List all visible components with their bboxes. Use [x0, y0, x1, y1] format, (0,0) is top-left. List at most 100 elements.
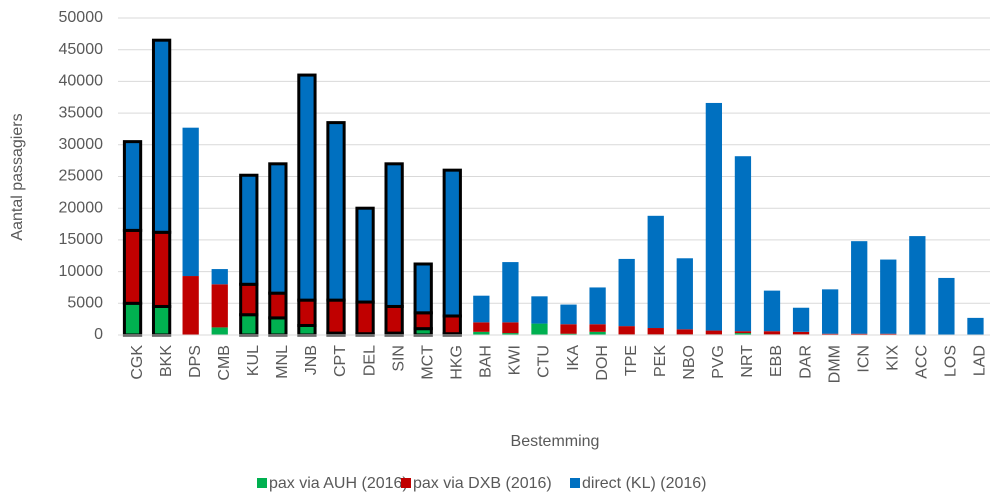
bar-segment [122, 140, 143, 232]
bar-segment [182, 276, 199, 335]
bar-segment [821, 333, 839, 335]
bar-segment [618, 258, 635, 327]
bar-segment [734, 333, 752, 335]
bar-segment [792, 307, 810, 332]
x-tick-label: CGK [129, 345, 146, 380]
bar-segment [268, 291, 288, 320]
bar-segment [239, 282, 259, 317]
bar-segment [384, 304, 404, 335]
bar-segment [355, 300, 375, 336]
bar-segment [763, 331, 781, 335]
bar-segment [880, 259, 897, 334]
bar-segment [531, 323, 548, 335]
bar-segment [297, 73, 317, 302]
bar-segment [763, 290, 781, 332]
x-tick-label: HKG [448, 345, 465, 380]
y-axis-title: Aantal passagiers [9, 113, 26, 240]
bar-segment [705, 330, 723, 335]
bar-segment [560, 324, 577, 334]
bar-segment [211, 269, 228, 285]
bar-segment [384, 162, 404, 308]
bar-segment [589, 331, 606, 335]
bar-segment [211, 327, 228, 335]
y-tick-label: 5000 [67, 295, 103, 312]
bar-segment [326, 121, 346, 302]
bar-segment [647, 328, 664, 335]
x-tick-label: LOS [943, 345, 960, 377]
bar-segment [502, 322, 519, 334]
bar-segment [967, 317, 984, 335]
bar-segment [211, 284, 228, 328]
bar-segment [851, 241, 868, 334]
y-tick-label: 0 [94, 326, 103, 343]
x-axis-title: Bestemming [511, 433, 600, 450]
legend-label: direct (KL) (2016) [582, 475, 707, 492]
bar-segment [618, 326, 635, 335]
y-tick-label: 45000 [59, 41, 104, 58]
x-tick-label: CMB [216, 345, 233, 381]
bar-segment [413, 262, 433, 315]
x-tick-label: CTU [536, 345, 553, 378]
x-tick-label: JNB [303, 345, 320, 375]
x-tick-label: DEL [361, 345, 378, 376]
bar-segment [647, 215, 664, 329]
x-tick-label: ACC [914, 345, 931, 379]
y-tick-label: 15000 [59, 231, 104, 248]
x-tick-label: KUL [245, 345, 262, 376]
bar-segment [297, 298, 317, 327]
bar-segment [268, 162, 288, 295]
bar-segment [531, 296, 548, 324]
bar-segment [355, 206, 375, 304]
bar-segment [821, 289, 839, 334]
bar-segment [442, 168, 462, 318]
x-tick-label: BAH [478, 345, 495, 378]
bar-segment [676, 258, 693, 330]
x-tick-label: CPT [332, 345, 349, 377]
x-tick-label: DPS [187, 345, 204, 378]
bar-segment [792, 331, 810, 335]
bar-segment [413, 311, 433, 331]
bar-segment [589, 287, 606, 325]
bar-segment [239, 173, 259, 286]
y-tick-label: 50000 [59, 9, 104, 26]
bar-segment [182, 127, 199, 277]
bar-segment [560, 333, 577, 335]
bar-segment [442, 314, 462, 336]
bar-segment [851, 333, 868, 335]
bar-segment [151, 230, 172, 308]
legend-swatch [257, 478, 267, 488]
bar-segment [589, 324, 606, 332]
bar-segment [122, 228, 143, 305]
x-tick-label: KIX [884, 345, 901, 371]
legend-label: pax via DXB (2016) [413, 475, 552, 492]
y-tick-label: 40000 [59, 73, 104, 90]
y-tick-label: 20000 [59, 199, 104, 216]
y-tick-label: 25000 [59, 168, 104, 185]
x-tick-label: MNL [274, 345, 291, 379]
bar-segment [880, 333, 897, 335]
legend-label: pax via AUH (2016) [269, 475, 408, 492]
x-tick-label: ICN [855, 345, 872, 373]
bar-segment [705, 102, 723, 331]
bar-segment [502, 333, 519, 335]
y-tick-label: 35000 [59, 104, 104, 121]
legend-swatch [570, 478, 580, 488]
bar-segment [239, 313, 259, 337]
x-tick-label: DOH [594, 345, 611, 381]
x-tick-label: NRT [739, 345, 756, 378]
x-tick-label: BKK [158, 345, 175, 377]
bar-segment [473, 331, 490, 335]
y-tick-label: 30000 [59, 136, 104, 153]
bar-segment [938, 277, 955, 335]
bar-segment [734, 156, 752, 332]
x-tick-label: DMM [826, 345, 843, 383]
bar-segment [676, 329, 693, 335]
x-tick-label: MCT [419, 345, 436, 380]
bar-segment [473, 322, 490, 332]
x-tick-label: DAR [797, 345, 814, 379]
x-tick-label: PEK [652, 345, 669, 377]
x-tick-label: PVG [710, 345, 727, 379]
legend-swatch [401, 478, 411, 488]
bar-segment [122, 301, 143, 337]
